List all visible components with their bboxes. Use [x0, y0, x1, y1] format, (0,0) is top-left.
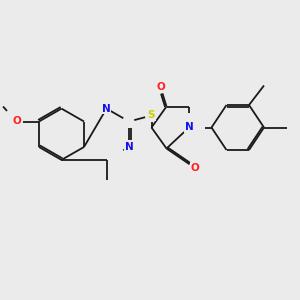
Text: N: N: [102, 103, 111, 114]
Text: O: O: [156, 82, 165, 92]
Text: O: O: [190, 163, 200, 173]
Text: N: N: [124, 142, 134, 152]
Text: S: S: [148, 110, 155, 121]
Text: N: N: [184, 122, 194, 133]
Text: O: O: [12, 116, 21, 127]
